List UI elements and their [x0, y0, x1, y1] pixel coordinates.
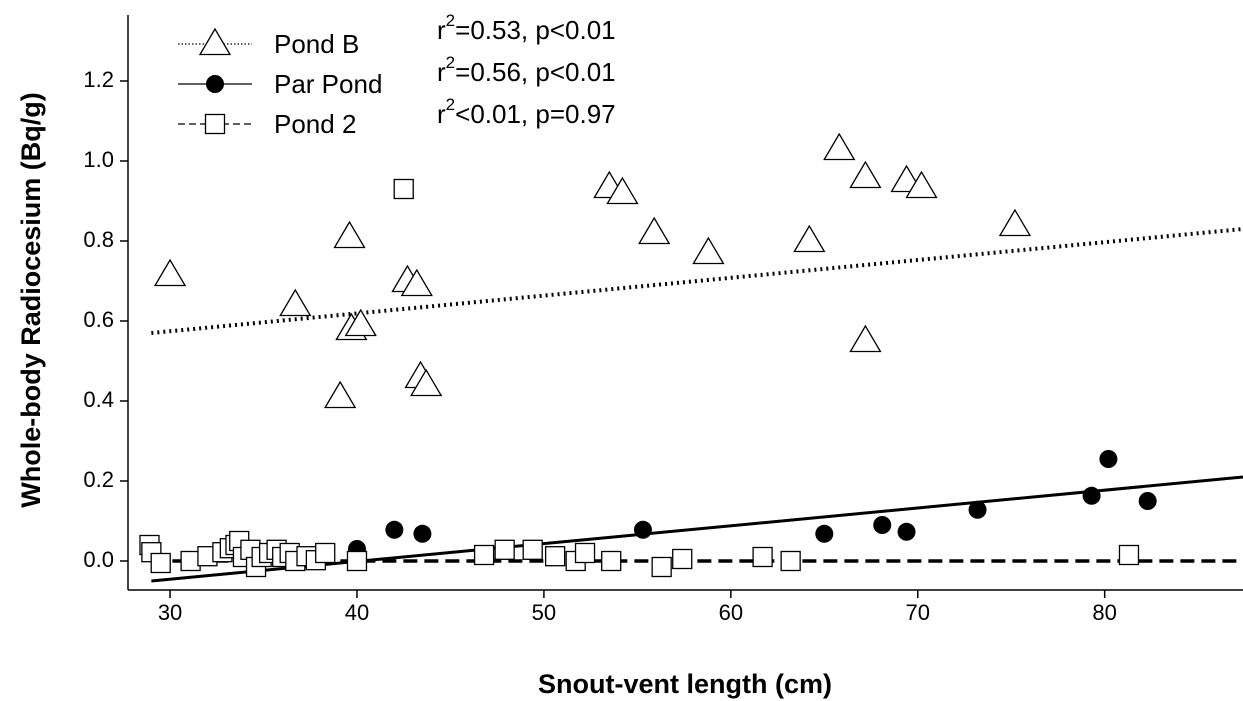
x-tick-label: 50 [532, 600, 556, 625]
point [494, 539, 515, 560]
point [346, 550, 368, 572]
legend-entry: Par Pond [178, 69, 382, 99]
y-tick-label: 1.2 [83, 67, 114, 92]
point [315, 542, 336, 564]
point [410, 368, 443, 397]
point [473, 544, 495, 566]
point [968, 500, 987, 519]
point [1099, 450, 1118, 468]
point [601, 550, 622, 572]
point [153, 258, 187, 287]
legend-entry: Pond B [178, 27, 359, 59]
legend-marker [206, 75, 224, 93]
point [333, 220, 366, 249]
point [780, 550, 801, 572]
point [150, 552, 171, 574]
point [849, 160, 882, 189]
point [897, 522, 916, 541]
legend-marker [204, 113, 226, 135]
annotation: r2=0.56, p<0.01 [437, 53, 616, 86]
point [633, 520, 652, 539]
annotation-base: r [437, 15, 446, 45]
point [393, 178, 414, 200]
annotation: r2=0.53, p<0.01 [437, 11, 616, 44]
fit-line [151, 227, 1243, 335]
legend-label: Pond B [274, 29, 359, 59]
y-tick-label: 0.2 [83, 467, 114, 492]
point [998, 208, 1032, 237]
y-axis-label: Whole-body Radiocesium (Bq/g) [16, 92, 46, 508]
x-axis-label: Snout-vent length (cm) [538, 669, 832, 699]
point [413, 524, 432, 543]
annotation-rest: =0.56, p<0.01 [455, 57, 615, 87]
annotation-rest: =0.53, p<0.01 [455, 15, 615, 45]
y-tick-label: 0.6 [83, 307, 114, 332]
legend-label: Par Pond [274, 69, 382, 99]
point [400, 268, 433, 297]
annotation-base: r [437, 99, 446, 129]
point [793, 224, 826, 253]
legend-label: Pond 2 [274, 109, 356, 139]
annotation-sup: 2 [446, 53, 455, 72]
point [1082, 486, 1101, 505]
point [180, 550, 201, 572]
y-tick-label: 1.0 [83, 147, 114, 172]
point [638, 216, 671, 245]
point [815, 524, 834, 543]
y-tick-label: 0.4 [83, 387, 114, 412]
point [752, 546, 773, 568]
legend-marker [198, 27, 232, 56]
point [873, 516, 892, 534]
point [651, 556, 672, 578]
point [344, 308, 377, 337]
point [544, 546, 566, 567]
point [522, 539, 543, 560]
point [324, 380, 357, 409]
annotation: r2<0.01, p=0.97 [437, 95, 616, 128]
annotation-sup: 2 [446, 11, 455, 30]
x-tick-label: 70 [906, 600, 930, 625]
point [279, 288, 312, 317]
point [823, 132, 856, 161]
point [672, 548, 693, 570]
point [692, 236, 725, 265]
point [574, 542, 596, 564]
annotation-sup: 2 [446, 95, 455, 114]
point [849, 324, 882, 353]
x-tick-label: 40 [345, 600, 369, 625]
point [606, 176, 639, 205]
point [905, 170, 938, 199]
y-tick-label: 0.8 [83, 227, 114, 252]
annotation-base: r [437, 57, 446, 87]
point [1138, 492, 1157, 510]
point [385, 520, 404, 539]
legend-entry: Pond 2 [178, 109, 356, 139]
fit-line [151, 475, 1243, 583]
x-tick-label: 30 [158, 600, 182, 625]
point [1118, 544, 1140, 566]
annotation-rest: <0.01, p=0.97 [455, 99, 615, 129]
y-tick-label: 0.0 [83, 547, 114, 572]
x-tick-label: 80 [1092, 600, 1116, 625]
x-tick-label: 60 [719, 600, 743, 625]
